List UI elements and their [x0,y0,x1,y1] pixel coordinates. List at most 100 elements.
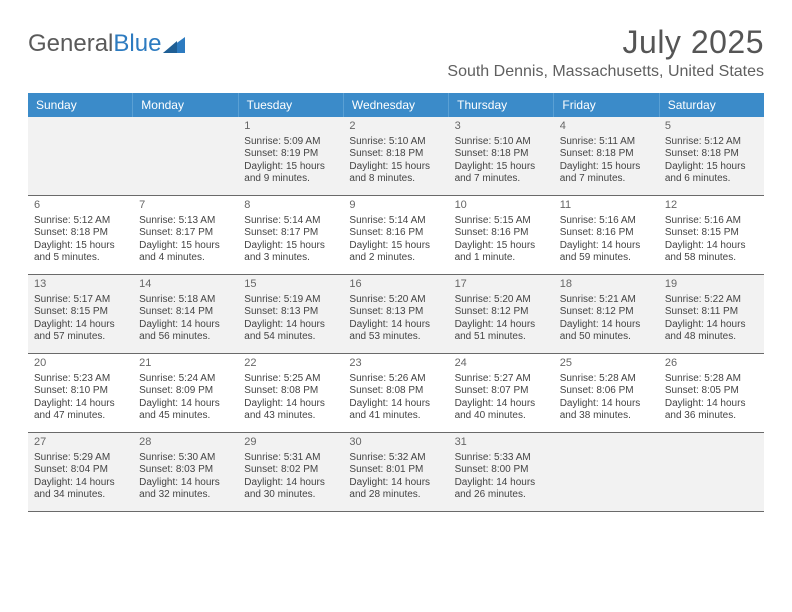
day-detail-line: Daylight: 14 hours [244,477,337,490]
day-detail-line: and 7 minutes. [455,173,548,186]
day-detail-line: Sunrise: 5:10 AM [455,136,548,149]
day-cell: 18Sunrise: 5:21 AMSunset: 8:12 PMDayligh… [554,275,659,353]
day-detail-line: and 45 minutes. [139,410,232,423]
day-detail-line: Daylight: 15 hours [244,161,337,174]
logo-text-general: General [28,30,113,58]
day-number: 25 [560,357,653,371]
day-cell: 9Sunrise: 5:14 AMSunset: 8:16 PMDaylight… [343,196,448,274]
day-detail-line: Sunrise: 5:09 AM [244,136,337,149]
day-detail-line: Sunset: 8:10 PM [34,385,127,398]
day-detail-line: and 26 minutes. [455,489,548,502]
day-detail-line: Sunset: 8:16 PM [560,227,653,240]
day-detail-line: Sunrise: 5:29 AM [34,452,127,465]
day-cell: 7Sunrise: 5:13 AMSunset: 8:17 PMDaylight… [133,196,238,274]
dow-friday: Friday [554,93,659,117]
day-number: 12 [665,199,758,213]
day-detail-line: Sunset: 8:18 PM [349,148,442,161]
day-detail-line: and 32 minutes. [139,489,232,502]
day-detail-line: Sunrise: 5:16 AM [665,215,758,228]
day-number: 17 [455,278,548,292]
day-detail-line: and 38 minutes. [560,410,653,423]
day-detail-line: Sunrise: 5:14 AM [349,215,442,228]
day-detail-line: Sunset: 8:17 PM [244,227,337,240]
day-cell: 23Sunrise: 5:26 AMSunset: 8:08 PMDayligh… [343,354,448,432]
day-cell: 15Sunrise: 5:19 AMSunset: 8:13 PMDayligh… [238,275,343,353]
day-cell [554,433,659,511]
day-detail-line: Daylight: 14 hours [455,319,548,332]
day-cell: 25Sunrise: 5:28 AMSunset: 8:06 PMDayligh… [554,354,659,432]
day-detail-line: Sunrise: 5:14 AM [244,215,337,228]
day-number: 10 [455,199,548,213]
day-detail-line: Daylight: 15 hours [560,161,653,174]
day-detail-line: Daylight: 14 hours [349,477,442,490]
day-cell: 1Sunrise: 5:09 AMSunset: 8:19 PMDaylight… [238,117,343,195]
day-detail-line: Sunrise: 5:28 AM [560,373,653,386]
day-detail-line: Sunrise: 5:20 AM [455,294,548,307]
day-number: 1 [244,120,337,134]
day-detail-line: Sunrise: 5:22 AM [665,294,758,307]
day-detail-line: Daylight: 14 hours [349,319,442,332]
day-detail-line: Sunset: 8:00 PM [455,464,548,477]
day-detail-line: Sunrise: 5:19 AM [244,294,337,307]
day-number: 29 [244,436,337,450]
day-cell: 21Sunrise: 5:24 AMSunset: 8:09 PMDayligh… [133,354,238,432]
day-detail-line: Sunrise: 5:17 AM [34,294,127,307]
dow-monday: Monday [133,93,238,117]
calendar: Sunday Monday Tuesday Wednesday Thursday… [28,93,764,512]
day-detail-line: Daylight: 14 hours [139,398,232,411]
day-cell: 6Sunrise: 5:12 AMSunset: 8:18 PMDaylight… [28,196,133,274]
day-detail-line: Sunset: 8:17 PM [139,227,232,240]
dow-thursday: Thursday [449,93,554,117]
day-cell [28,117,133,195]
day-detail-line: Sunset: 8:16 PM [349,227,442,240]
day-detail-line: Sunrise: 5:31 AM [244,452,337,465]
day-detail-line: Sunset: 8:08 PM [244,385,337,398]
day-detail-line: Sunrise: 5:13 AM [139,215,232,228]
day-detail-line: and 58 minutes. [665,252,758,265]
day-cell: 12Sunrise: 5:16 AMSunset: 8:15 PMDayligh… [659,196,764,274]
dow-sunday: Sunday [28,93,133,117]
day-detail-line: Sunrise: 5:16 AM [560,215,653,228]
day-detail-line: Sunset: 8:05 PM [665,385,758,398]
weeks-container: 1Sunrise: 5:09 AMSunset: 8:19 PMDaylight… [28,117,764,512]
day-detail-line: and 4 minutes. [139,252,232,265]
day-detail-line: Sunrise: 5:30 AM [139,452,232,465]
header: GeneralBlue July 2025 South Dennis, Mass… [28,24,764,81]
day-detail-line: Daylight: 14 hours [139,477,232,490]
day-detail-line: Sunset: 8:03 PM [139,464,232,477]
day-cell: 5Sunrise: 5:12 AMSunset: 8:18 PMDaylight… [659,117,764,195]
week-row: 13Sunrise: 5:17 AMSunset: 8:15 PMDayligh… [28,275,764,354]
day-cell: 2Sunrise: 5:10 AMSunset: 8:18 PMDaylight… [343,117,448,195]
day-cell [659,433,764,511]
day-detail-line: Daylight: 14 hours [34,319,127,332]
day-detail-line: and 41 minutes. [349,410,442,423]
day-detail-line: Sunset: 8:04 PM [34,464,127,477]
day-detail-line: Daylight: 14 hours [560,240,653,253]
day-detail-line: Sunrise: 5:26 AM [349,373,442,386]
day-detail-line: Sunset: 8:16 PM [455,227,548,240]
day-detail-line: and 30 minutes. [244,489,337,502]
day-cell: 3Sunrise: 5:10 AMSunset: 8:18 PMDaylight… [449,117,554,195]
day-detail-line: Sunrise: 5:32 AM [349,452,442,465]
day-cell: 30Sunrise: 5:32 AMSunset: 8:01 PMDayligh… [343,433,448,511]
day-detail-line: and 28 minutes. [349,489,442,502]
day-number: 28 [139,436,232,450]
day-detail-line: Sunrise: 5:27 AM [455,373,548,386]
day-number: 30 [349,436,442,450]
week-row: 27Sunrise: 5:29 AMSunset: 8:04 PMDayligh… [28,433,764,512]
day-detail-line: Daylight: 14 hours [349,398,442,411]
day-detail-line: and 57 minutes. [34,331,127,344]
day-cell: 27Sunrise: 5:29 AMSunset: 8:04 PMDayligh… [28,433,133,511]
day-cell: 13Sunrise: 5:17 AMSunset: 8:15 PMDayligh… [28,275,133,353]
day-detail-line: Daylight: 15 hours [34,240,127,253]
week-row: 6Sunrise: 5:12 AMSunset: 8:18 PMDaylight… [28,196,764,275]
logo: GeneralBlue [28,24,185,58]
month-title: July 2025 [447,24,764,61]
day-cell: 16Sunrise: 5:20 AMSunset: 8:13 PMDayligh… [343,275,448,353]
calendar-header-row: Sunday Monday Tuesday Wednesday Thursday… [28,93,764,117]
day-detail-line: Daylight: 14 hours [34,477,127,490]
day-detail-line: Sunrise: 5:20 AM [349,294,442,307]
day-detail-line: and 48 minutes. [665,331,758,344]
day-detail-line: Sunrise: 5:21 AM [560,294,653,307]
day-detail-line: Daylight: 14 hours [244,319,337,332]
